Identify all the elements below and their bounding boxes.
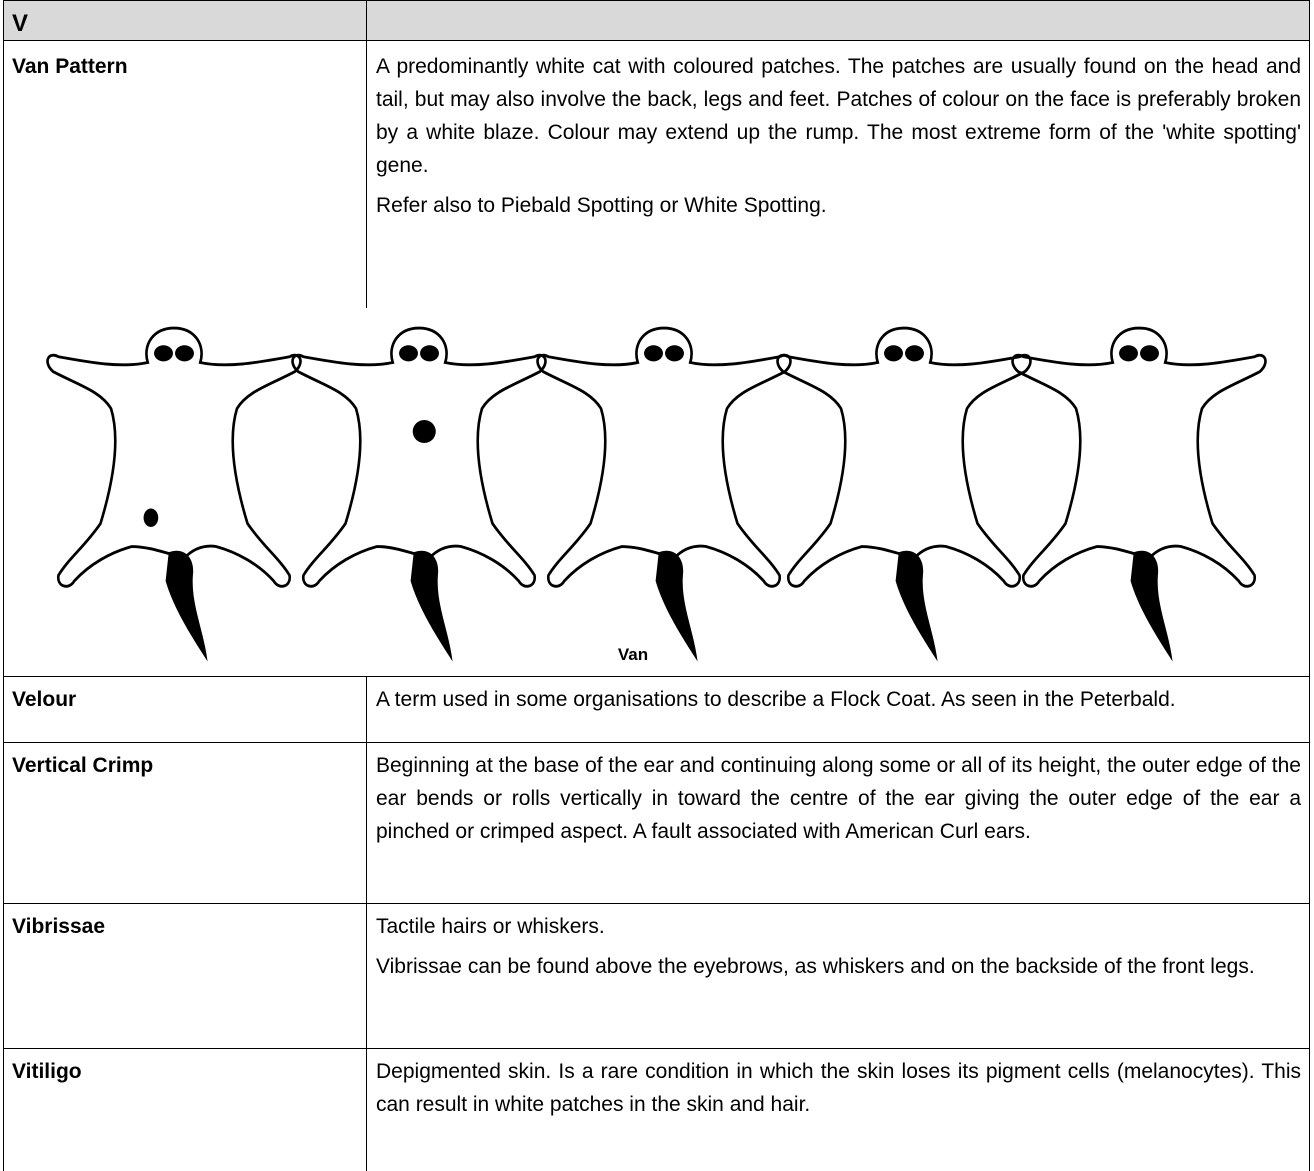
pelt-part [1140, 345, 1159, 362]
definition: Beginning at the base of the ear and con… [367, 743, 1310, 861]
pelt-part [1130, 550, 1173, 662]
term: Van Pattern [12, 55, 128, 78]
pelt-part [154, 345, 173, 362]
paragraph: Refer also to Piebald Spotting or White … [376, 194, 827, 217]
pelt-part [644, 345, 663, 362]
pelt-part [655, 550, 698, 662]
pelt-part [175, 345, 194, 362]
pelt [291, 326, 547, 662]
pelt [1011, 326, 1267, 662]
rule [3, 742, 1310, 743]
pelt-part [905, 345, 924, 362]
paragraph: Depigmented skin. Is a rare condition in… [376, 1060, 1301, 1116]
header-letter: V [12, 10, 29, 37]
pelt [46, 326, 302, 662]
paragraph: A predominantly white cat with coloured … [376, 55, 1301, 177]
pelt-drawings [46, 326, 1267, 662]
pelt-part [1011, 326, 1267, 588]
pelt [776, 326, 1032, 662]
pelt-part [420, 345, 439, 362]
rule [3, 676, 1310, 677]
term: Vitiligo [12, 1060, 82, 1083]
pelt [536, 326, 792, 662]
rule [3, 40, 1310, 41]
rule [3, 903, 1310, 904]
rule [3, 0, 1310, 1]
header-row [3, 1, 1310, 40]
pelt-part [665, 345, 684, 362]
pelt-part [1119, 345, 1138, 362]
paragraph: Tactile hairs or whiskers. [376, 915, 605, 938]
definition: A predominantly white cat with coloured … [367, 44, 1310, 235]
pelt-part [291, 326, 547, 588]
pelt-part [536, 326, 792, 588]
pelt-part [410, 550, 453, 662]
definition: Tactile hairs or whiskers. Vibrissae can … [367, 904, 1310, 996]
definition: Depigmented skin. Is a rare condition in… [367, 1049, 1310, 1134]
pelt-part [399, 345, 418, 362]
pelt-part [895, 550, 938, 662]
definition: A term used in some organisations to des… [367, 677, 1310, 729]
rule [366, 0, 367, 308]
rule [366, 676, 367, 1171]
rule [3, 1048, 1310, 1049]
pelt-part [884, 345, 903, 362]
pelt-part [412, 420, 436, 443]
term: Vertical Crimp [12, 754, 154, 777]
pelt-part [143, 508, 159, 527]
paragraph: A term used in some organisations to des… [376, 688, 1176, 711]
figure-caption: Van [618, 645, 648, 664]
rule [3, 0, 4, 1171]
van-figure: Van [46, 326, 1267, 664]
term: Velour [12, 688, 77, 711]
pelt-part [776, 326, 1032, 588]
paragraph: Vibrissae can be found above the eyebrow… [376, 955, 1255, 978]
pelt-part [46, 326, 302, 588]
rule [1309, 0, 1310, 1171]
paragraph: Beginning at the base of the ear and con… [376, 754, 1301, 843]
term: Vibrissae [12, 915, 106, 938]
pelt-part [165, 550, 208, 662]
